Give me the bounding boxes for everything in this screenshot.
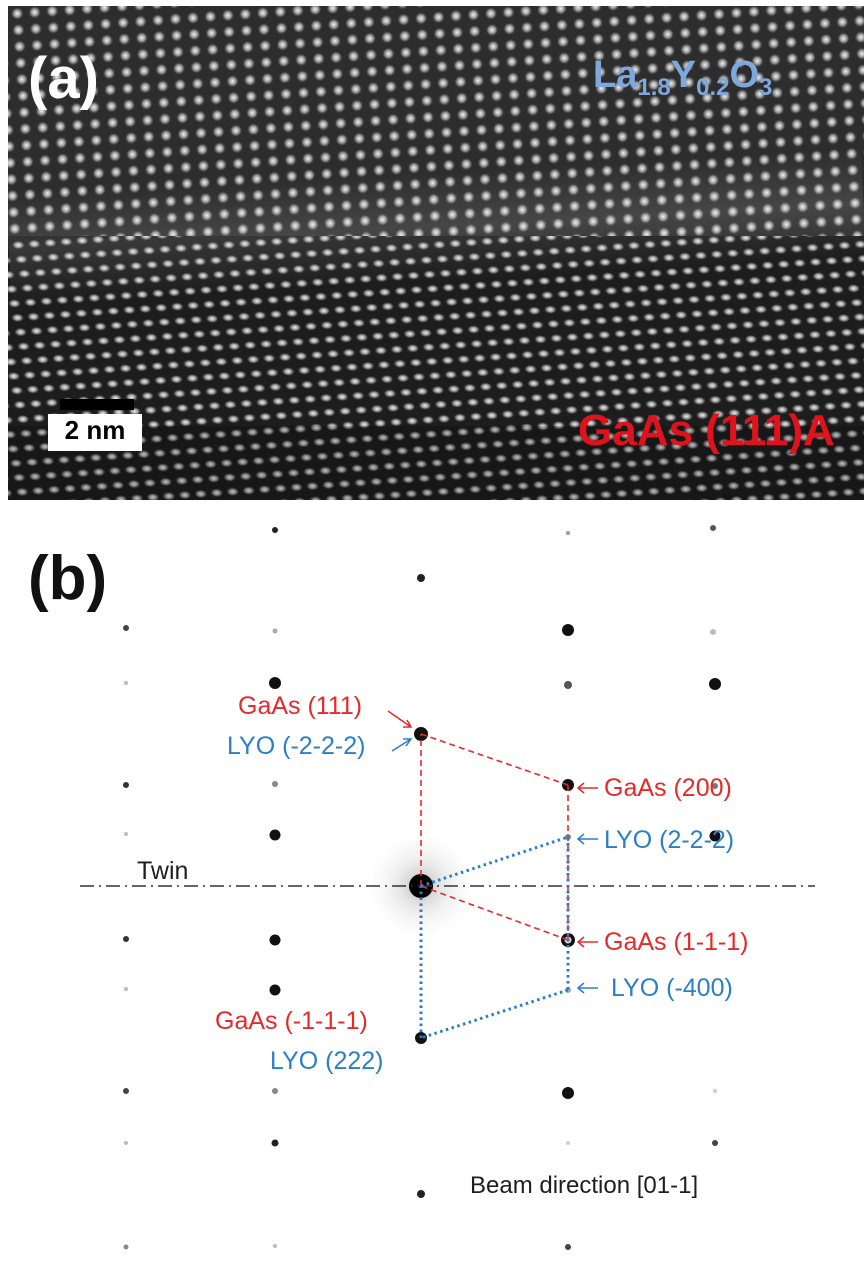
diffraction-pattern	[80, 525, 815, 1250]
diffraction-spot	[123, 625, 129, 631]
diffraction-spot	[712, 783, 718, 789]
diffraction-spot	[565, 1244, 571, 1250]
diffraction-spot	[713, 1089, 717, 1093]
gaas-unit-cell-outline	[420, 733, 569, 941]
annotation-arrows	[387, 710, 598, 994]
diffraction-spot	[562, 1087, 574, 1099]
diffraction-spot	[124, 832, 128, 836]
diffraction-spot	[123, 1088, 129, 1094]
diffraction-spot	[709, 830, 721, 842]
beam-direction-label: Beam direction [01-1]	[470, 1172, 699, 1199]
panel-a-label: (a)	[28, 46, 99, 111]
arrow-gaas-1m1m1	[576, 936, 598, 948]
label-lyo-m400: LYO (-400)	[611, 974, 733, 1002]
diffraction-spot	[124, 1141, 128, 1145]
diffraction-spot	[272, 1088, 278, 1094]
diffraction-spot	[124, 681, 128, 685]
arrow-gaas-200	[576, 782, 598, 794]
scale-bar: 2 nm	[48, 399, 142, 451]
label-gaas-1m1m1: GaAs (1-1-1)	[604, 928, 749, 956]
diffraction-spot	[273, 1244, 277, 1248]
hrtem-lattice-image	[8, 6, 864, 500]
diffraction-spot	[710, 525, 716, 531]
diffraction-spot	[272, 781, 278, 787]
label-gaas-111: GaAs (111)	[238, 692, 363, 720]
diffraction-spot	[272, 628, 278, 634]
lyo-unit-cell-outline	[419, 835, 570, 1040]
diffraction-spot	[269, 934, 281, 946]
arrow-lyo-2m2m2	[576, 833, 598, 845]
scale-bar-background	[48, 414, 142, 451]
diffraction-spot	[123, 782, 129, 788]
diffraction-spot	[709, 678, 721, 690]
arrow-lyo-m400	[576, 982, 598, 994]
hrtem-image-panel: (a) La1.8Y0.2O3 GaAs (111)A 2 nm	[8, 6, 864, 500]
diffraction-spot	[269, 829, 281, 841]
diffraction-spot	[564, 681, 572, 689]
diffraction-spot	[272, 527, 278, 533]
diffraction-spot	[562, 624, 574, 636]
diffraction-spot	[123, 936, 129, 942]
diffraction-spot	[566, 531, 570, 535]
diffraction-spot	[417, 1190, 425, 1198]
diffraction-spot	[271, 1139, 279, 1147]
diffraction-spot	[123, 1244, 129, 1250]
diffraction-spot	[417, 574, 425, 582]
lyo-layer-label: La1.8Y0.2O3	[593, 54, 773, 101]
arrow-gaas-111	[387, 710, 413, 728]
label-lyo-222: LYO (222)	[270, 1047, 384, 1075]
panel-b-label: (b)	[28, 544, 108, 613]
diffraction-spot	[269, 677, 281, 689]
arrow-lyo-m2m2m2	[391, 738, 413, 752]
diffraction-spot	[124, 987, 128, 991]
scale-bar-label: 2 nm	[64, 415, 126, 445]
diffraction-spot	[710, 629, 716, 635]
diffraction-pattern-panel: (b) Twin GaAs (111) LYO (-2-2-2) GaAs (2…	[0, 506, 866, 1276]
twin-label: Twin	[137, 857, 189, 885]
label-gaas-m1m1m1: GaAs (-1-1-1)	[215, 1007, 368, 1035]
scale-bar-line	[60, 399, 134, 410]
label-lyo-m2m2m2: LYO (-2-2-2)	[227, 732, 366, 760]
diffraction-spot	[566, 1141, 570, 1145]
substrate-label: GaAs (111)A	[578, 406, 835, 455]
label-gaas-200: GaAs (200)	[604, 774, 732, 802]
diffraction-spot	[269, 984, 281, 996]
diffraction-spot	[712, 1140, 718, 1146]
label-lyo-2m2m2: LYO (2-2-2)	[604, 826, 735, 854]
